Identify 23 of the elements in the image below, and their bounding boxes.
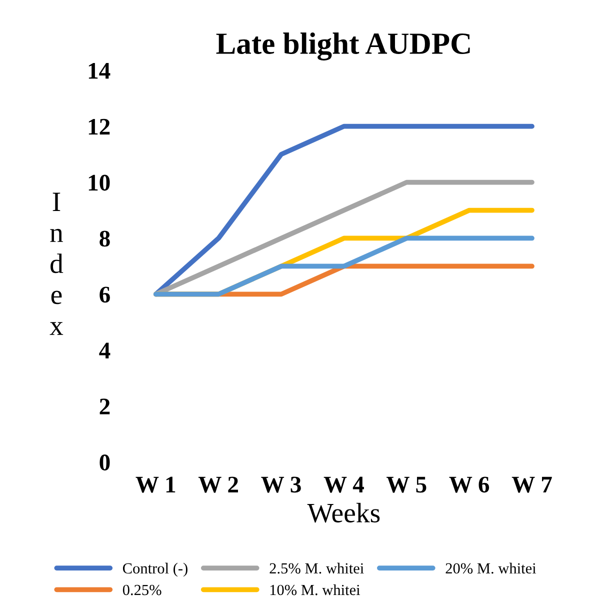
legend-label: 10% M. whitei: [270, 584, 360, 596]
y-tick-label: 4: [99, 342, 110, 358]
x-tick-label: W 5: [386, 476, 426, 493]
legend-label: 20% M. whitei: [446, 562, 536, 574]
x-tick-label: W 1: [136, 476, 176, 493]
x-tick-label: W 3: [261, 476, 301, 493]
x-axis-title: Weeks: [307, 502, 380, 523]
y-tick-label: 10: [88, 174, 110, 191]
y-tick-label: 14: [88, 62, 110, 79]
legend-label: 2.5% M. whitei: [270, 562, 364, 574]
legend-label: Control (-): [122, 562, 188, 577]
x-tick-label: W 7: [512, 476, 552, 493]
y-axis-title: Index: [50, 192, 64, 335]
y-tick-label: 12: [88, 118, 110, 135]
y-tick-label: 8: [100, 230, 110, 247]
y-tick-label: 2: [100, 398, 110, 414]
x-tick-label: W 2: [198, 476, 238, 493]
chart-title: Late blight AUDPC: [216, 32, 470, 60]
legend-label: 0.25%: [122, 584, 162, 596]
y-tick-label: 0: [100, 454, 110, 470]
y-tick-label: 6: [100, 286, 110, 303]
x-tick-label: W 4: [324, 476, 364, 493]
x-tick-label: W 6: [449, 476, 490, 493]
